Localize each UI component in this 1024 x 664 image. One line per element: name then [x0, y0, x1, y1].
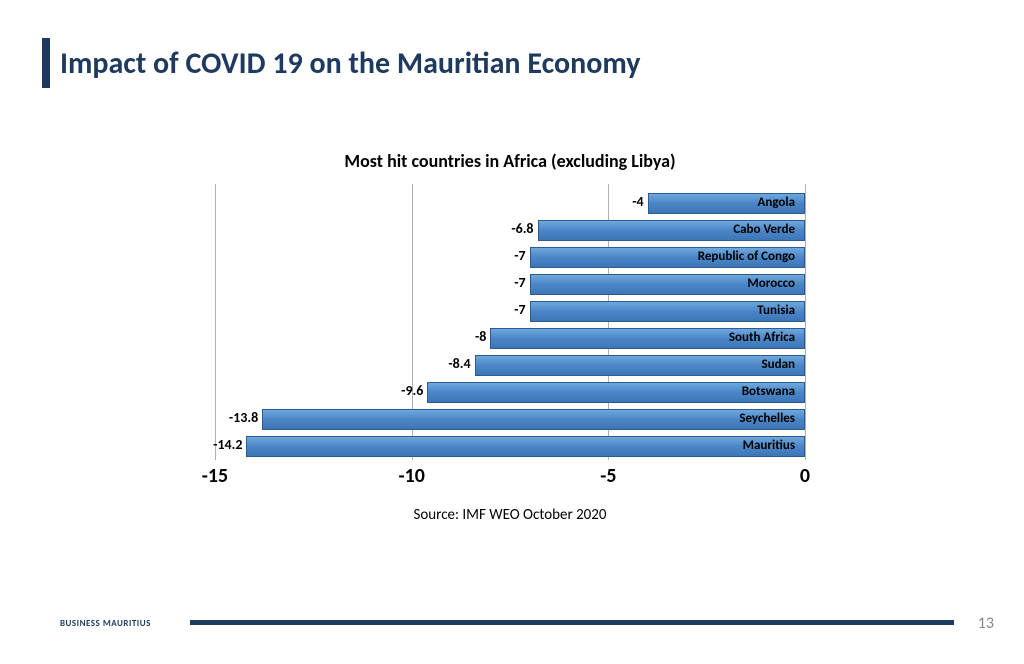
title-accent-bar — [42, 38, 50, 88]
bar-category-label: South Africa — [729, 330, 795, 345]
bar-value-label: -13.8 — [214, 409, 258, 426]
chart-title: Most hit countries in Africa (excluding … — [200, 150, 820, 172]
bar-value-label: -8.4 — [427, 355, 471, 372]
bar-category-label: Republic of Congo — [698, 249, 795, 264]
bar-row: -8.4 Sudan — [215, 352, 805, 379]
footer-divider — [190, 620, 954, 625]
bar-category-label: Mauritius — [743, 438, 795, 453]
bar-value-label: -9.6 — [379, 382, 423, 399]
bar — [475, 355, 805, 376]
footer-brand: BUSINESS MAURITIUS — [60, 618, 151, 629]
x-axis-tick-label: -15 — [202, 464, 228, 488]
bar-value-label: -6.8 — [490, 220, 534, 237]
bar-value-label: -7 — [482, 247, 526, 264]
bar-category-label: Tunisia — [757, 303, 795, 318]
bar-category-label: Sudan — [762, 357, 796, 372]
bar-value-label: -14.2 — [198, 436, 242, 453]
bars-region: -4 Angola -6.8 Cabo Verde -7 Republic of Cong… — [215, 190, 805, 460]
chart-source: Source: IMF WEO October 2020 — [200, 506, 820, 524]
bar-value-label: -8 — [442, 328, 486, 345]
bar-row: -7 Republic of Congo — [215, 244, 805, 271]
x-axis-tick-label: -10 — [398, 464, 424, 488]
bar-value-label: -7 — [482, 301, 526, 318]
slide-title: Impact of COVID 19 on the Mauritian Econ… — [60, 45, 640, 82]
chart-container: Most hit countries in Africa (excluding … — [200, 150, 820, 524]
bar-row: -14.2Mauritius — [215, 433, 805, 460]
bar-row: -7 Tunisia — [215, 298, 805, 325]
x-axis-tick-label: -5 — [600, 464, 616, 488]
bar-category-label: Morocco — [747, 276, 795, 291]
bar-value-label: -7 — [482, 274, 526, 291]
bar-row: -7 Morocco — [215, 271, 805, 298]
plot-area: -4 Angola -6.8 Cabo Verde -7 Republic of Cong… — [215, 184, 805, 494]
x-axis: -15-10-50 — [215, 464, 805, 494]
bar — [246, 436, 805, 457]
x-axis-tick-label: 0 — [800, 464, 810, 488]
slide-title-block: Impact of COVID 19 on the Mauritian Econ… — [42, 38, 640, 88]
bar-row: -8 South Africa — [215, 325, 805, 352]
bar-value-label: -4 — [600, 193, 644, 210]
bar-row: -4 Angola — [215, 190, 805, 217]
bar-row: -9.6 Botswana — [215, 379, 805, 406]
bar — [262, 409, 805, 430]
bar-category-label: Seychelles — [739, 411, 795, 426]
bar-category-label: Angola — [758, 195, 796, 210]
gridline — [805, 184, 806, 460]
bar-row: -13.8 Seychelles — [215, 406, 805, 433]
bar-category-label: Botswana — [742, 384, 795, 399]
slide-footer: BUSINESS MAURITIUS 13 — [0, 612, 1024, 636]
bar-row: -6.8 Cabo Verde — [215, 217, 805, 244]
page-number: 13 — [978, 614, 994, 633]
bar-category-label: Cabo Verde — [733, 222, 795, 237]
